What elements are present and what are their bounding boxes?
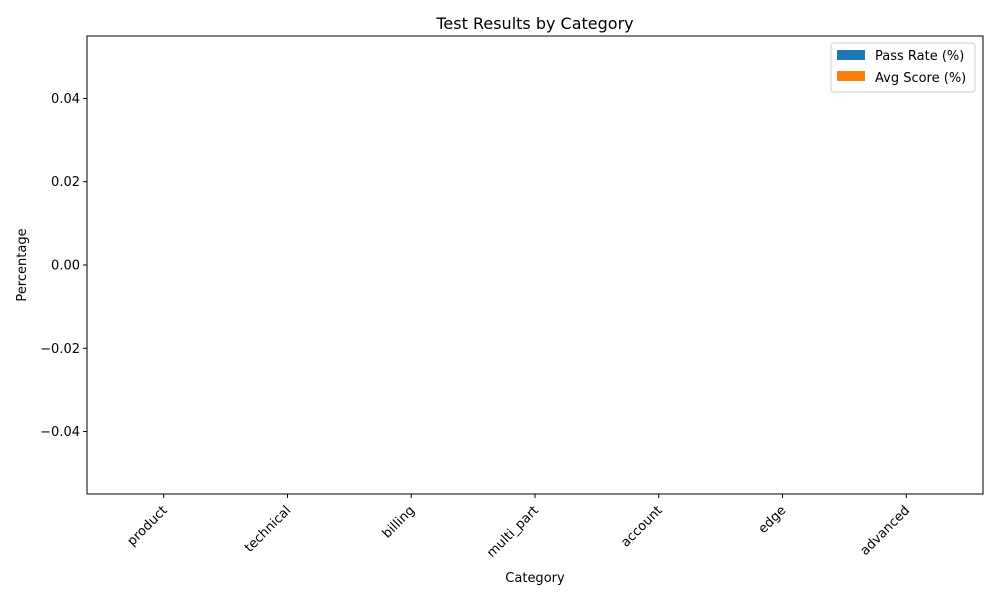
legend-swatch-pass-rate xyxy=(837,50,865,60)
y-tick-label: 0.00 xyxy=(51,259,80,274)
x-axis-label: Category xyxy=(505,571,565,586)
legend-box xyxy=(830,42,976,93)
y-axis-label: Percentage xyxy=(15,228,30,301)
legend-label-pass-rate: Pass Rate (%) xyxy=(875,49,964,64)
legend-swatch-avg-score xyxy=(837,71,865,81)
chart-title: Test Results by Category xyxy=(435,14,633,33)
legend-label-avg-score: Avg Score (%) xyxy=(875,71,966,86)
y-tick-label: 0.04 xyxy=(51,92,80,107)
y-tick-label: −0.04 xyxy=(40,425,80,440)
legend: Pass Rate (%) Avg Score (%) xyxy=(830,42,976,93)
y-tick-label: −0.02 xyxy=(40,342,80,357)
y-tick-label: 0.02 xyxy=(51,175,80,190)
y-axis: 0.04 0.02 0.00 −0.02 −0.04 xyxy=(40,92,87,440)
